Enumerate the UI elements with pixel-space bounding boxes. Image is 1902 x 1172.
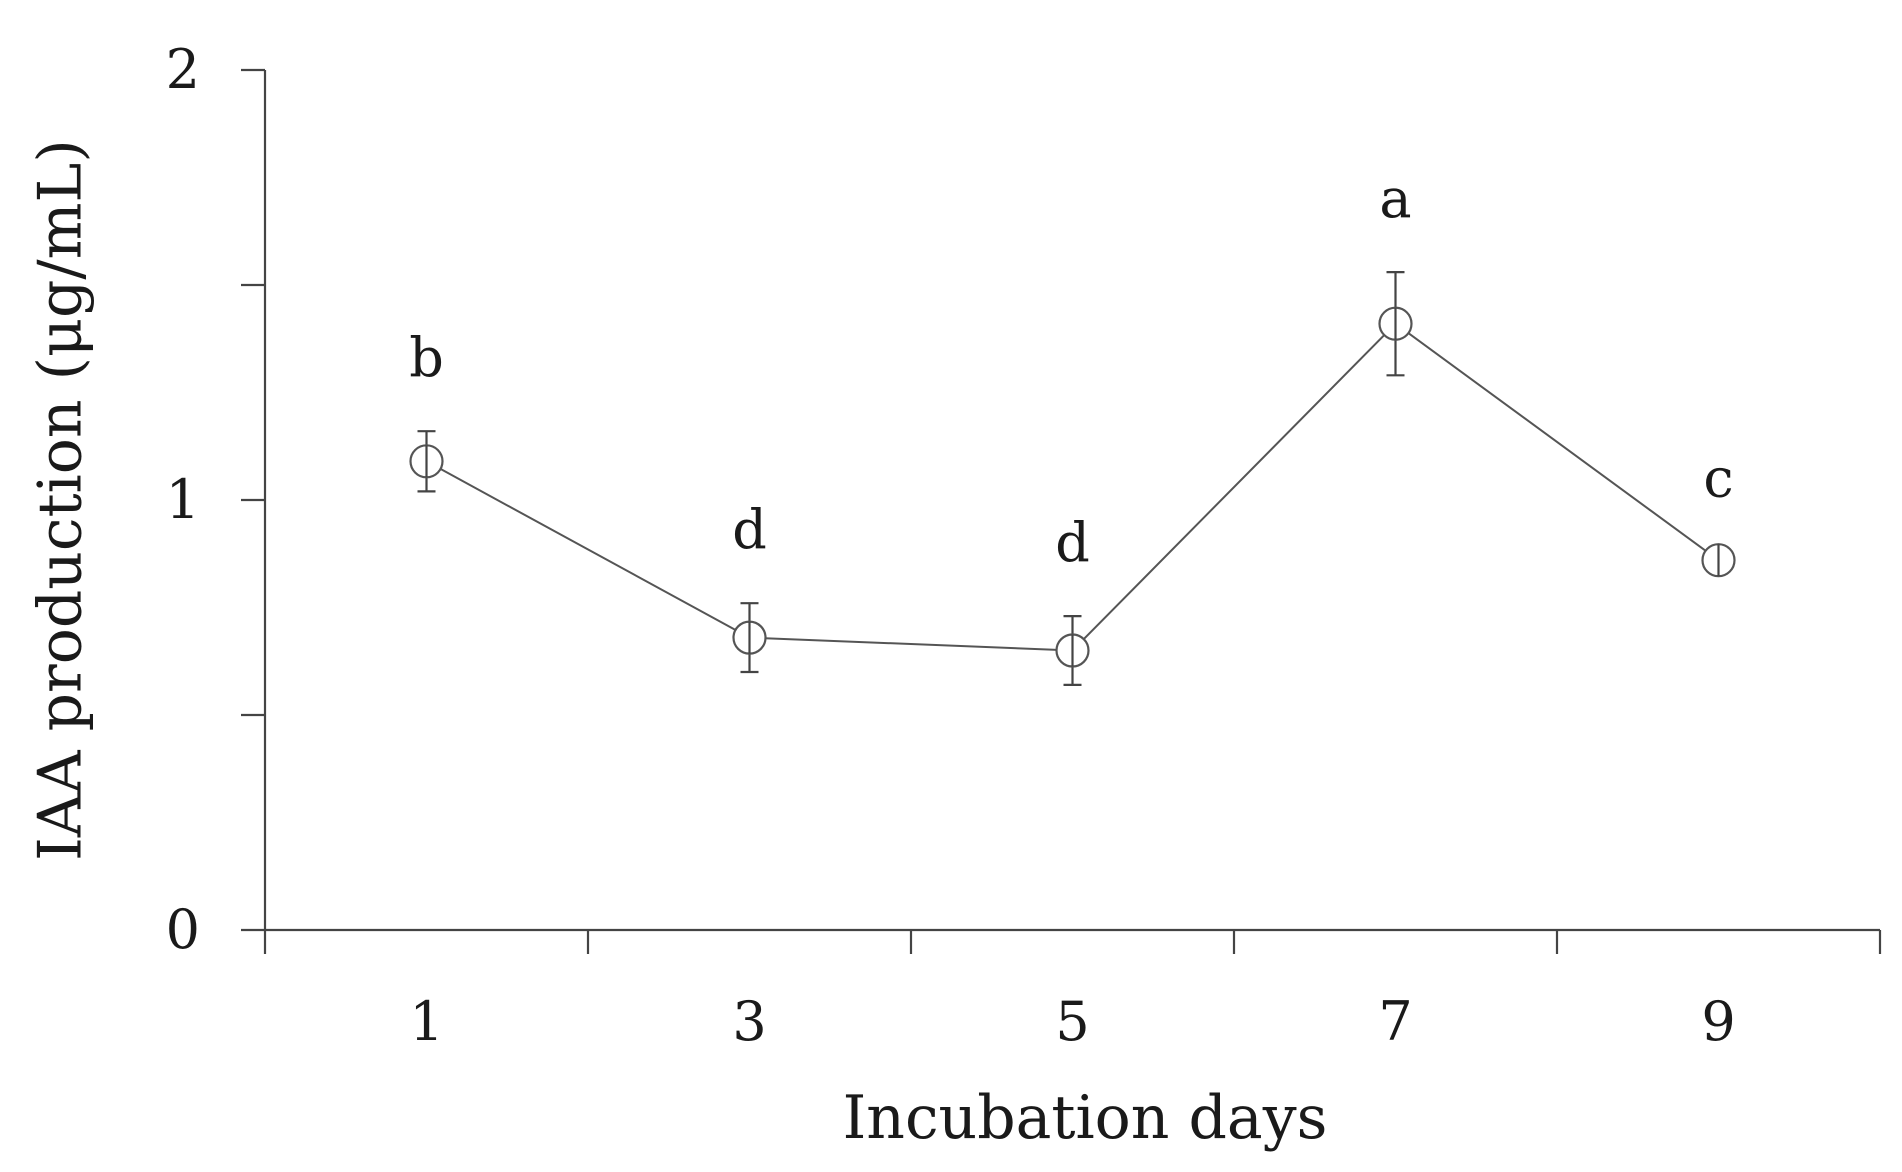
ticks: 0 1 2 1 3 5 7 9 (166, 38, 1882, 1053)
significance-label: c (1703, 447, 1733, 510)
series (409, 271, 1736, 687)
significance-label: d (732, 498, 767, 561)
x-tick-label: 3 (732, 990, 766, 1053)
x-tick-label: 9 (1701, 990, 1735, 1053)
series-line (426, 322, 1720, 652)
x-axis-title: Incubation days (843, 1083, 1328, 1153)
y-tick-label: 0 (166, 898, 200, 961)
significance-label: a (1379, 167, 1411, 230)
y-axis-title: IAA production (μg/mL) (26, 139, 96, 861)
x-tick-label: 7 (1378, 990, 1412, 1053)
significance-label: d (1055, 511, 1090, 574)
labels: b d d a c (409, 167, 1733, 574)
y-tick-label: 2 (166, 38, 200, 101)
significance-label: b (409, 326, 444, 389)
x-tick-label: 1 (409, 990, 443, 1053)
y-tick-label: 1 (166, 468, 200, 531)
x-tick-label: 5 (1055, 990, 1089, 1053)
